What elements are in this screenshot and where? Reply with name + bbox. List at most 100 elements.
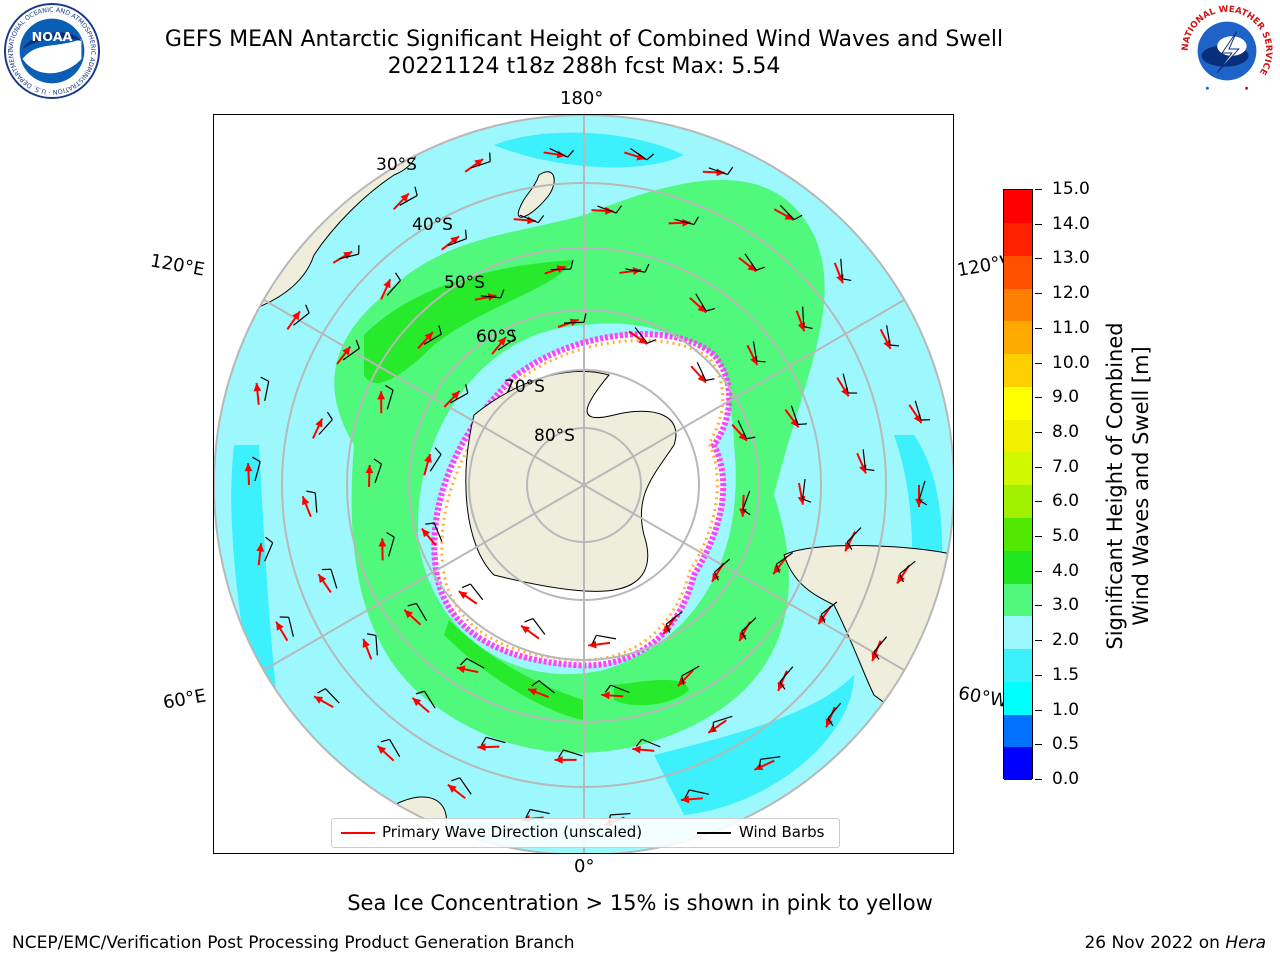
- wind-barb: [563, 313, 587, 324]
- wave-direction-arrow: [491, 336, 507, 355]
- colorbar-tick-label: 1.5: [1052, 664, 1080, 685]
- wave-patch-north: [494, 132, 684, 168]
- colorbar-tick: [1035, 466, 1042, 468]
- wave-direction-arrow: [588, 640, 611, 649]
- colorbar-tick: [1035, 779, 1042, 780]
- colorbar-tick-label: 2.0: [1052, 630, 1080, 651]
- colorbar-tick-label: 11.0: [1052, 317, 1090, 338]
- wave-direction-arrow: [421, 527, 437, 547]
- lon-label-180: 180°: [560, 88, 604, 109]
- wave-direction-arrow: [376, 745, 395, 762]
- wave-direction-arrow: [601, 691, 624, 700]
- wind-barb: [842, 373, 858, 394]
- lat-label-30s: 30°S: [376, 155, 417, 175]
- wind-barb: [264, 536, 274, 562]
- colorbar-tick-label: 15.0: [1052, 179, 1090, 199]
- lon-label-120e: 120°E: [148, 250, 207, 281]
- colorbar-tick-label: 4.0: [1052, 560, 1080, 581]
- wave-direction-arrow: [677, 669, 694, 687]
- colorbar-segment: [1004, 747, 1032, 781]
- wind-barb: [712, 715, 733, 732]
- wind-barb: [524, 617, 546, 635]
- wind-barb: [461, 583, 484, 601]
- wind-barb: [802, 306, 813, 330]
- wave-direction-arrow: [527, 688, 549, 698]
- colorbar-title-line2: Wind Waves and Swell [m]: [1129, 346, 1153, 626]
- wave-direction-arrow: [377, 391, 386, 414]
- wave-direction-arrow: [256, 543, 265, 566]
- colorbar-segment: [1004, 190, 1032, 223]
- wave-patch-south: [654, 675, 854, 815]
- colorbar-segment: [1004, 648, 1032, 682]
- wave-direction-arrow: [441, 235, 460, 251]
- wind-barb: [779, 666, 794, 690]
- wind-barb: [604, 684, 630, 693]
- colorbar-title-line1: Significant Height of Combined: [1103, 322, 1127, 650]
- wave-direction-arrow: [336, 345, 352, 365]
- colorbar: [1003, 189, 1033, 781]
- antarctica-landmass: [465, 370, 677, 592]
- colorbar-tick: [1035, 327, 1042, 329]
- wave-direction-arrow: [447, 783, 466, 800]
- colorbar-tick: [1035, 536, 1042, 538]
- colorbar-tick-label: 0.5: [1052, 734, 1080, 755]
- colorbar-tick-label: 3.0: [1052, 595, 1080, 616]
- wind-barb: [366, 633, 378, 656]
- colorbar-tick-label: 7.0: [1052, 456, 1080, 477]
- wave-direction-arrow: [628, 330, 648, 345]
- wind-barb: [827, 702, 842, 727]
- colorbar-segment: [1004, 517, 1032, 551]
- wind-barb: [447, 229, 467, 247]
- wind-barb: [385, 384, 394, 410]
- colorbar-segment: [1004, 386, 1032, 420]
- map-panel: 30°S 40°S 50°S 60°S 70°S 80°S: [213, 114, 954, 854]
- wave-direction-arrow: [362, 638, 373, 660]
- wind-barb: [681, 665, 700, 685]
- wind-barb: [630, 147, 655, 161]
- wind-barb: [386, 272, 401, 296]
- wind-barb: [758, 756, 781, 769]
- lat-label-50s: 50°S: [444, 273, 485, 293]
- wave-direction-arrow: [773, 208, 795, 221]
- wind-barb: [886, 325, 900, 347]
- legend-wind-label: Wind Barbs: [739, 823, 825, 841]
- colorbar-tick-label: 8.0: [1052, 421, 1080, 442]
- wind-barb: [741, 617, 757, 640]
- wind-barb: [306, 490, 318, 513]
- wave-and-wind-vectors: [244, 147, 931, 827]
- colorbar-segment: [1004, 321, 1032, 355]
- wind-barb: [399, 186, 418, 206]
- wind-barb: [752, 341, 766, 363]
- wave-direction-arrow: [825, 706, 836, 728]
- wave-direction-arrow: [443, 390, 461, 408]
- wind-barb: [260, 376, 270, 401]
- wave-direction-arrow: [554, 755, 577, 764]
- wind-barb: [744, 253, 766, 271]
- colorbar-tick: [1035, 258, 1042, 260]
- wind-barb: [775, 552, 794, 573]
- wind-barb: [525, 808, 550, 818]
- wind-barb: [591, 634, 617, 644]
- wind-barb: [386, 531, 395, 557]
- wind-barb: [451, 777, 472, 795]
- wind-barb: [549, 147, 574, 158]
- wind-barb: [481, 736, 506, 746]
- wind-barb: [519, 214, 545, 224]
- wind-barb: [558, 749, 583, 758]
- colorbar-tick: [1035, 709, 1042, 711]
- legend-wind-line: [697, 832, 731, 834]
- wave-direction-arrow: [772, 556, 788, 575]
- wave-patch-west: [231, 445, 279, 715]
- polar-map: 30°S 40°S 50°S 60°S 70°S 80°S: [214, 115, 953, 853]
- wave-direction-arrow: [753, 759, 775, 771]
- high-wave-patch-3: [614, 680, 689, 706]
- wind-barb: [873, 636, 888, 660]
- wave-direction-arrow: [317, 573, 332, 593]
- colorbar-tick: [1035, 223, 1042, 225]
- wave-direction-arrow: [411, 697, 430, 713]
- wave-direction-arrow: [680, 795, 703, 804]
- wave-direction-arrow: [871, 640, 882, 662]
- colorbar-segment: [1004, 353, 1032, 387]
- new-zealand: [517, 171, 555, 218]
- colorbar-title: Significant Height of Combined Wind Wave…: [1102, 276, 1154, 696]
